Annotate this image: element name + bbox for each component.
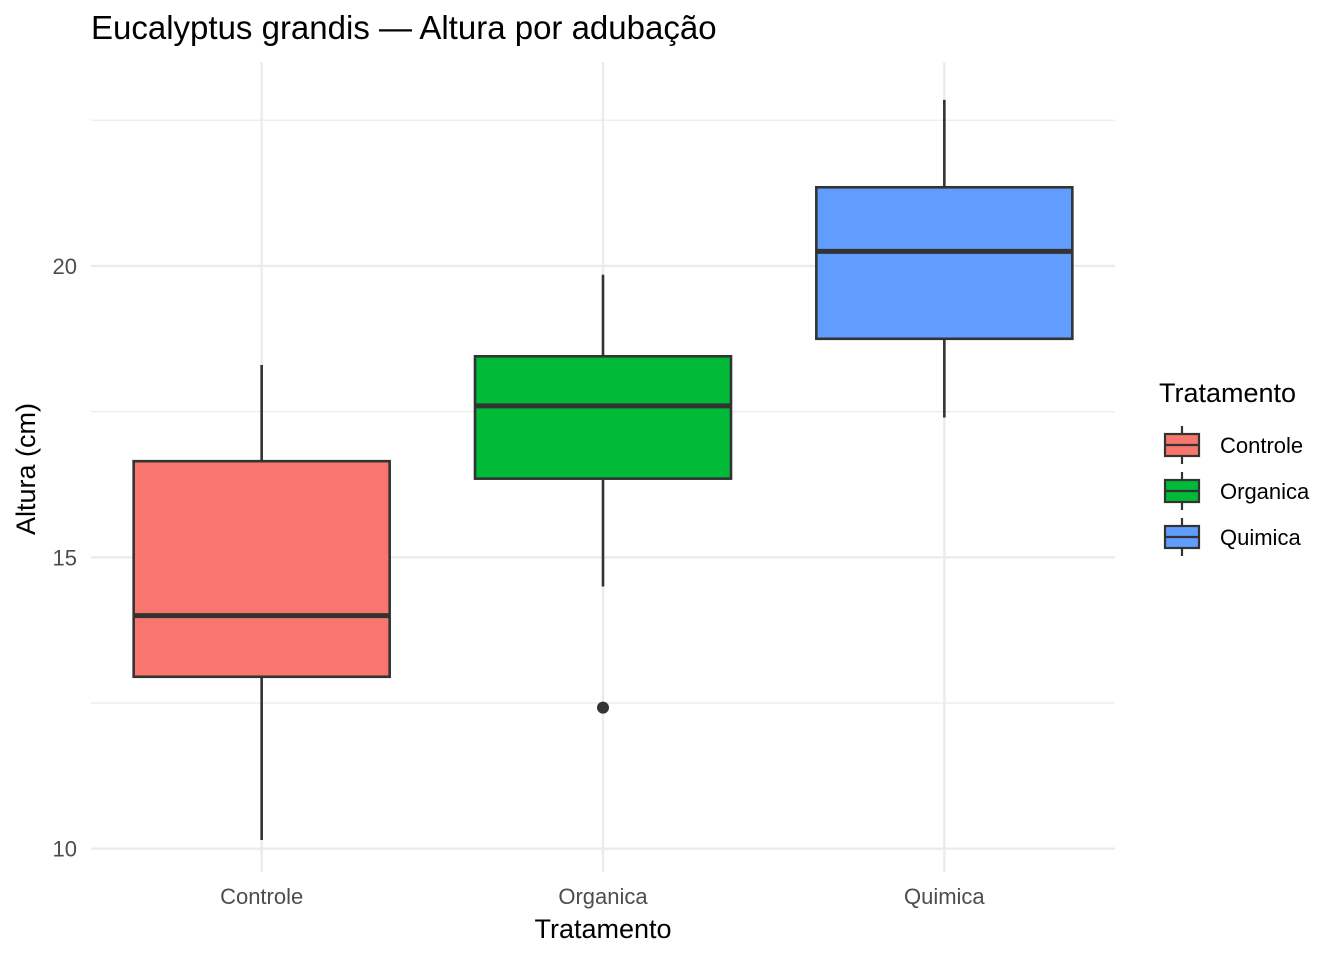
y-tick-label: 10 — [53, 837, 77, 862]
plot-marks — [132, 99, 1074, 840]
legend-label: Controle — [1220, 433, 1303, 458]
box-iqr — [132, 459, 391, 679]
legend-title: Tratamento — [1159, 378, 1296, 408]
box-iqr — [815, 185, 1074, 341]
box-quimica — [815, 99, 1074, 418]
y-axis-title: Altura (cm) — [11, 403, 41, 535]
box-organica — [473, 274, 733, 714]
x-tick-label: Organica — [558, 884, 648, 909]
box-iqr — [473, 354, 733, 480]
x-axis-ticks: Controle Organica Quimica — [220, 884, 985, 909]
x-tick-label: Controle — [220, 884, 303, 909]
legend-label: Quimica — [1220, 525, 1301, 550]
x-tick-label: Quimica — [904, 884, 985, 909]
legend-item-organica: Organica — [1163, 472, 1310, 510]
y-tick-label: 20 — [53, 254, 77, 279]
legend-item-controle: Controle — [1163, 426, 1303, 464]
outlier-point — [597, 701, 609, 714]
legend: Controle Organica Quimica — [1163, 426, 1310, 556]
y-tick-label: 15 — [53, 545, 77, 570]
box-controle — [132, 365, 391, 840]
y-axis-ticks: 10 15 20 — [53, 254, 77, 862]
legend-label: Organica — [1220, 479, 1310, 504]
x-axis-title: Tratamento — [534, 914, 671, 944]
legend-item-quimica: Quimica — [1163, 518, 1301, 556]
chart-title: Eucalyptus grandis — Altura por adubação — [91, 9, 717, 46]
